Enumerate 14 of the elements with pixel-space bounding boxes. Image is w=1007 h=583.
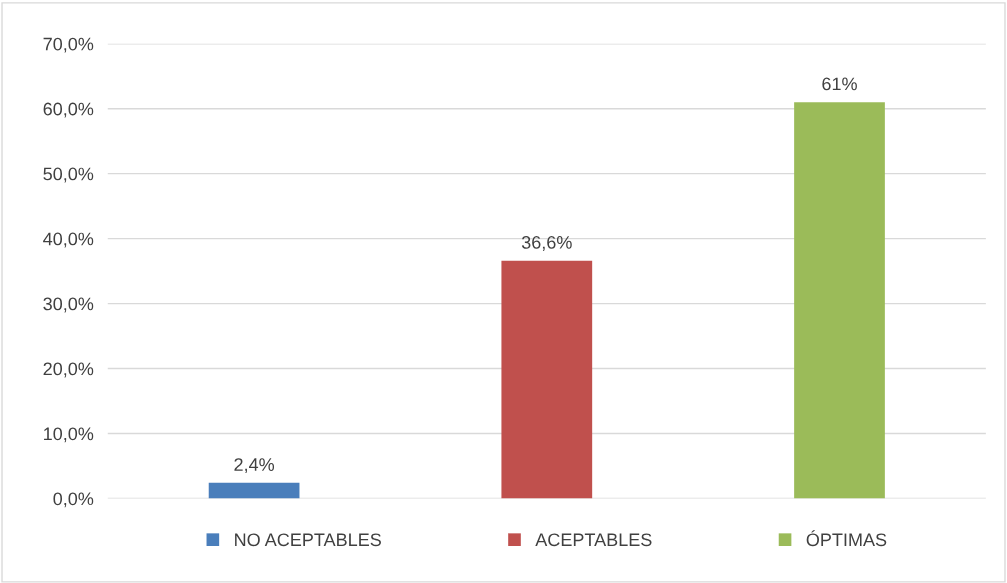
- y-tick-label: 60,0%: [43, 102, 94, 118]
- y-tick-label: 20,0%: [43, 362, 94, 378]
- data-label: 36,6%: [521, 236, 572, 251]
- legend-label: ÓPTIMAS: [806, 530, 887, 547]
- data-label: 61%: [822, 77, 857, 91]
- legend-label: ACEPTABLES: [535, 533, 652, 547]
- y-tick-label: 30,0%: [43, 297, 94, 313]
- y-tick-label: 10,0%: [44, 427, 94, 443]
- legend-label: NO ACEPTABLES: [235, 533, 381, 547]
- data-label: 2,4%: [234, 458, 275, 474]
- y-tick-label: 40,0%: [43, 232, 94, 248]
- y-tick-label: 0,0%: [53, 492, 94, 508]
- y-tick-label: 70,0%: [43, 37, 94, 53]
- y-tick-label: 50,0%: [43, 167, 94, 183]
